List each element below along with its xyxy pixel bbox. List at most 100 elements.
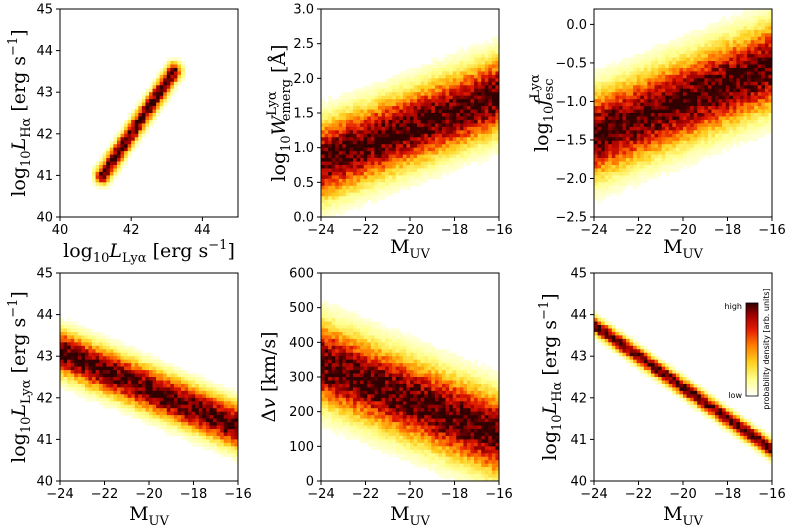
heatmap-cell [650, 102, 655, 107]
heatmap-cell [166, 67, 171, 72]
heatmap-cell [761, 126, 766, 131]
heatmap-cell [163, 429, 168, 433]
heatmap-cell [768, 106, 773, 110]
heatmap-cell [349, 199, 354, 204]
heatmap-cell [729, 61, 734, 65]
heatmap-cell [470, 71, 475, 76]
heatmap-cell [431, 74, 436, 79]
heatmap-cell [166, 432, 171, 437]
heatmap-cell [141, 415, 146, 419]
heatmap-cell [84, 390, 89, 395]
heatmap-cell [452, 54, 457, 58]
heatmap-cell [686, 154, 691, 159]
heatmap-cell [413, 137, 418, 142]
heatmap-cell [216, 383, 221, 388]
heatmap-cell [466, 78, 471, 83]
heatmap-cell [643, 85, 648, 90]
heatmap-cell [220, 442, 225, 447]
heatmap-cell [481, 133, 486, 138]
heatmap-cell [718, 99, 723, 103]
heatmap-cell [67, 342, 72, 347]
heatmap-cell [725, 106, 730, 110]
heatmap-cell [431, 168, 436, 173]
heatmap-cell [438, 67, 443, 72]
heatmap-cell [438, 99, 443, 103]
heatmap-cell [743, 19, 748, 24]
heatmap-cell [388, 158, 393, 162]
heatmap-cell [399, 99, 404, 103]
heatmap-cell [715, 81, 719, 86]
heatmap-cell [120, 387, 125, 392]
heatmap-cell [675, 47, 680, 51]
heatmap-cell [220, 415, 225, 419]
heatmap-cell [445, 151, 450, 155]
heatmap-cell [116, 137, 121, 142]
heatmap-cell [338, 203, 343, 207]
heatmap-cell [413, 154, 418, 159]
heatmap-cell [481, 116, 486, 121]
heatmap-cell [413, 81, 418, 86]
heatmap-cell [95, 165, 100, 169]
heatmap-cell [615, 119, 620, 124]
heatmap-cell [697, 130, 702, 135]
heatmap-cell [615, 74, 620, 79]
heatmap-cell [732, 47, 737, 51]
heatmap-cell [739, 15, 744, 20]
heatmap-cell [177, 57, 182, 62]
heatmap-cell [102, 151, 107, 155]
heatmap-cell [385, 106, 389, 110]
heatmap-cell [149, 123, 153, 128]
heatmap-cell [683, 50, 687, 55]
heatmap-cell [388, 137, 393, 142]
heatmap-cell [353, 109, 357, 114]
heatmap-cell [481, 102, 486, 107]
heatmap-cell [67, 345, 72, 350]
heatmap-cell [77, 331, 82, 336]
heatmap-cell [495, 95, 500, 100]
heatmap-cell [629, 178, 634, 183]
heatmap-cell [63, 349, 68, 354]
heatmap-cell [399, 130, 404, 135]
heatmap-cell [406, 102, 411, 107]
heatmap-cell [124, 144, 128, 149]
heatmap-cell [410, 154, 414, 159]
heatmap-cell [675, 151, 680, 155]
heatmap-cell [342, 109, 347, 114]
heatmap-cell [67, 356, 72, 361]
heatmap-cell [106, 363, 111, 367]
heatmap-cell [707, 106, 712, 110]
heatmap-cell [636, 178, 641, 183]
heatmap-cell [597, 137, 602, 142]
heatmap-cell [102, 359, 107, 364]
heatmap-cell [377, 147, 382, 152]
heatmap-cell [491, 40, 496, 45]
heatmap-cell [697, 126, 702, 131]
heatmap-cell [109, 140, 114, 145]
heatmap-cell [374, 140, 379, 145]
heatmap-cell [116, 383, 121, 388]
heatmap-cell [321, 151, 325, 155]
heatmap-cell [629, 109, 634, 114]
heatmap-cell [622, 95, 627, 100]
heatmap-cell [732, 43, 737, 48]
heatmap-cell [715, 64, 719, 69]
heatmap-cell [63, 383, 68, 388]
heatmap-cell [768, 12, 773, 17]
heatmap-cell [392, 144, 397, 149]
heatmap-cell [149, 394, 153, 399]
heatmap-cell [406, 161, 411, 166]
heatmap-cell [427, 102, 432, 107]
heatmap-cell [611, 133, 616, 138]
heatmap-cell [668, 154, 673, 159]
heatmap-cell [95, 171, 100, 176]
heatmap-cell [683, 88, 687, 93]
heatmap-cell [615, 123, 620, 128]
heatmap-cell [92, 342, 96, 347]
heatmap-cell [413, 151, 418, 155]
heatmap-cell [374, 106, 379, 110]
heatmap-cell [640, 116, 645, 121]
heatmap-cell [463, 61, 468, 65]
heatmap-cell [431, 81, 436, 86]
heatmap-cell [120, 356, 125, 361]
heatmap-cell [647, 61, 652, 65]
